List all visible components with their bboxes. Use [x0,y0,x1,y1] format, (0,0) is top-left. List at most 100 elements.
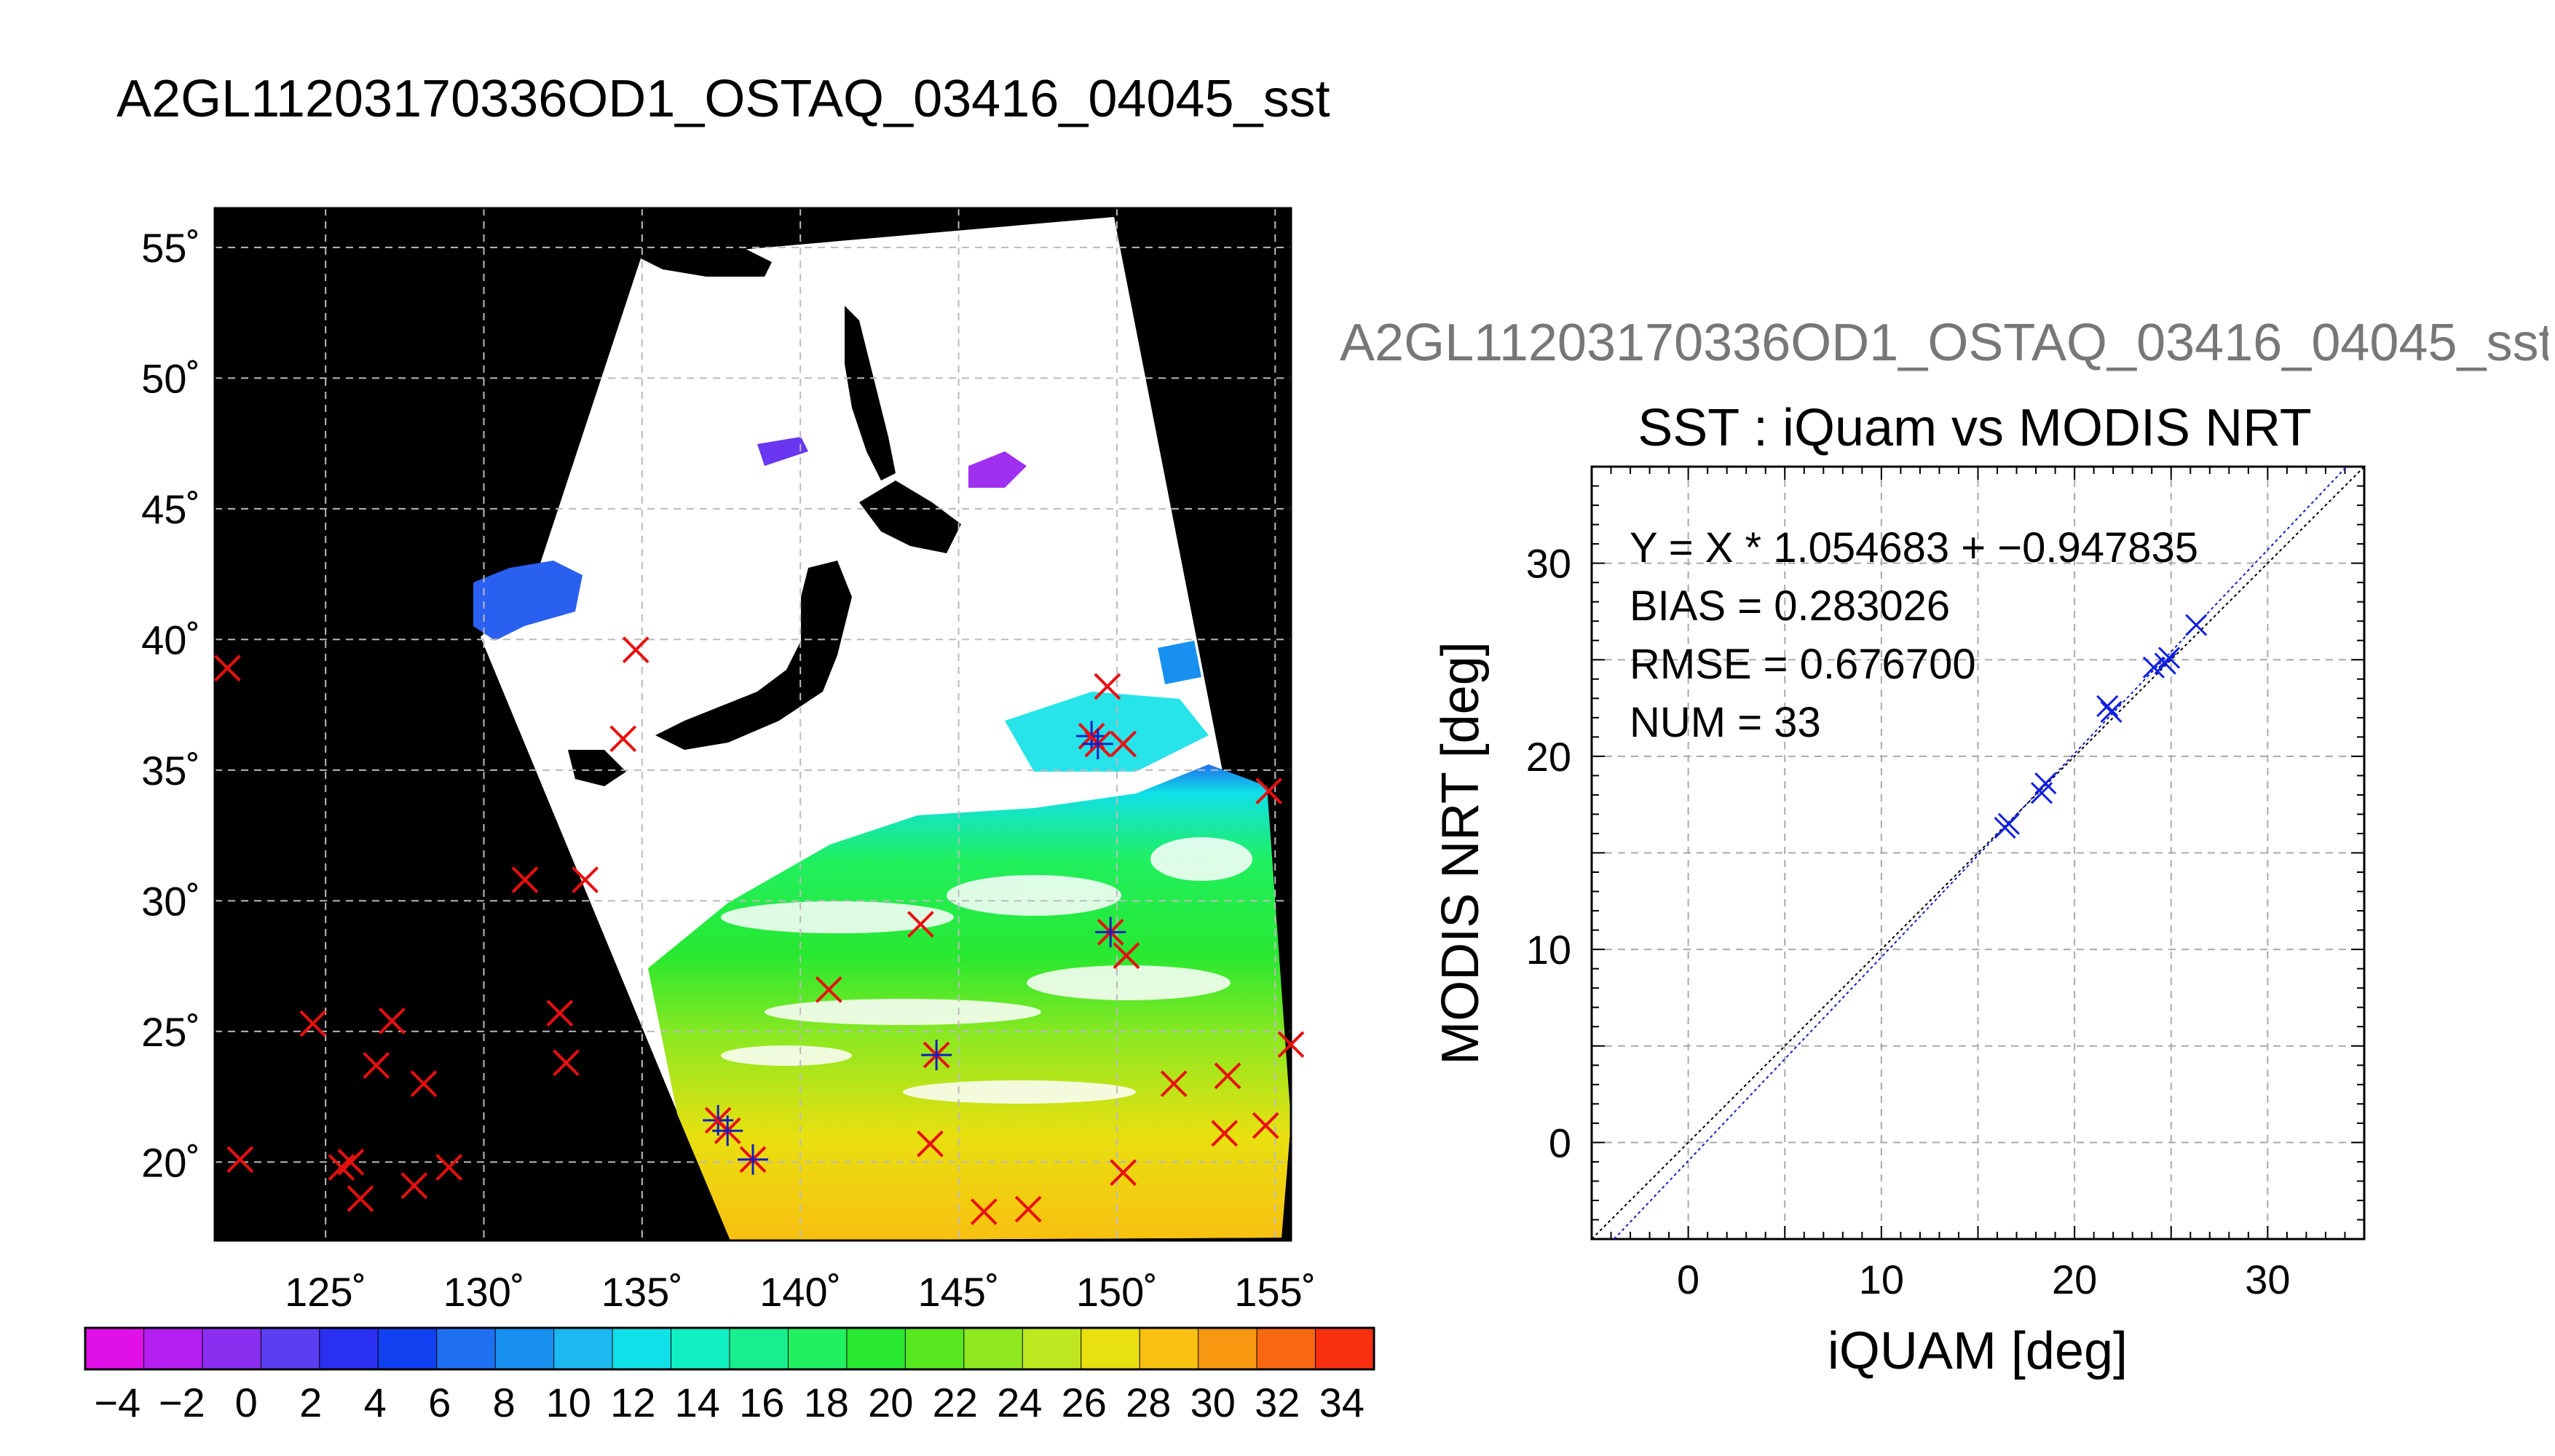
colorbar-cell [553,1327,614,1370]
matchup-marker [546,1000,574,1027]
scatter-stat-line: Y = X * 1.054683 + −0.947835 [1630,524,2198,571]
map-lat-tick: 20˚ [141,1139,200,1185]
map-lat-tick: 55˚ [141,225,200,271]
map-lat-tick: 40˚ [141,617,200,662]
map-lon-tick: 145˚ [918,1269,1000,1315]
colorbar-cell [319,1327,379,1370]
colorbar-cell [84,1327,145,1370]
matchup-marker [299,1010,327,1037]
colorbar-cell [377,1327,438,1370]
matchup-marker [1214,1062,1241,1090]
colorbar-cell [1315,1327,1375,1370]
matchup-marker [1094,673,1121,700]
valid-matchup-marker [1082,728,1113,759]
matchup-marker [1211,1120,1239,1147]
colorbar-tick: 4 [364,1380,387,1425]
scatter-points [1994,614,2208,839]
matchup-marker [1014,1195,1042,1223]
map-lon-tick: 155˚ [1234,1269,1316,1315]
colorbar-tick: 14 [675,1380,720,1425]
colorbar-cell [1198,1327,1258,1370]
colorbar-tick: 34 [1319,1380,1365,1425]
scatter-y-tick: 0 [1549,1120,1571,1166]
colorbar-cell [1081,1327,1141,1370]
scatter-x-tick: 30 [2245,1257,2290,1302]
colorbar: −4 −2 0 2 4 6 8 10 12 14 16 18 20 22 24 26 28 30 32 34 [84,1326,1375,1425]
matchup-marker [1110,730,1137,758]
map-lon-tick: 125˚ [285,1269,366,1315]
colorbar-tick: 10 [546,1380,591,1425]
scatter-plot: SST : iQuam vs MODIS NRT 0 10 20 30 0 10 20 30… [1431,399,2366,1380]
matchup-marker [347,1185,374,1212]
scatter-point [2185,614,2208,636]
map-lon-tick: 130˚ [443,1269,524,1315]
matchup-marker [572,866,599,894]
matchup-marker [553,1049,580,1077]
colorbar-tick: 16 [739,1380,784,1425]
valid-matchup-marker [1095,917,1126,948]
scatter-x-axis-label: iQUAM [deg] [1828,1322,2128,1380]
figure-title: A2GL11203170336OD1_OSTAQ_03416_04045_sst [117,70,1330,128]
colorbar-tick: 32 [1255,1380,1300,1425]
matchup-marker [1113,942,1140,970]
scatter-point [2158,646,2181,669]
colorbar-tick: −4 [94,1380,141,1425]
colorbar-tick: 28 [1126,1380,1171,1425]
colorbar-tick: 22 [933,1380,978,1425]
colorbar-tick: 20 [868,1380,913,1425]
matchup-marker [1252,1112,1279,1139]
matchup-marker [609,725,637,753]
colorbar-cell [1139,1327,1200,1370]
map-lat-tick: 45˚ [141,486,200,532]
scatter-y-axis-label: MODIS NRT [deg] [1431,641,1490,1065]
scatter-point [2096,695,2119,717]
matchup-marker [435,1154,463,1181]
colorbar-cell [260,1327,321,1370]
colorbar-cell [1256,1327,1317,1370]
colorbar-cell [787,1327,848,1370]
colorbar-cell [143,1327,204,1370]
scatter-minor-ticks [1591,466,2365,1240]
colorbar-tick: 0 [235,1380,258,1425]
matchup-marker [1160,1070,1188,1098]
map-lon-tick: 150˚ [1076,1269,1158,1315]
matchup-marker [1110,1159,1137,1187]
matchup-marker [410,1070,438,1098]
cloud-streaks [721,837,1252,1104]
matchup-marker [511,866,539,894]
map-lon-tick-labels: 125˚ 130˚ 135˚ 140˚ 145˚ 150˚ 155˚ [285,1269,1316,1315]
colorbar-cell [612,1327,673,1370]
map-lat-tick: 50˚ [141,355,200,401]
identity-line [1591,466,2365,1240]
colorbar-tick: 18 [804,1380,849,1425]
colorbar-tick: 30 [1190,1380,1236,1425]
scatter-stat-line: NUM = 33 [1630,699,1821,746]
map-lat-tick: 25˚ [141,1009,200,1055]
colorbar-cell [963,1327,1024,1370]
map-matchup-markers [213,636,1305,1225]
colorbar-cell [846,1327,907,1370]
map-lat-tick: 30˚ [141,878,200,924]
colorbar-frame [84,1326,1375,1371]
matchup-marker [622,636,649,664]
colorbar-cell [729,1327,789,1370]
colorbar-cell [202,1327,262,1370]
sst-patch-east [1158,641,1201,684]
colorbar-tick: 26 [1062,1380,1107,1425]
matchup-marker [970,1198,998,1225]
valid-matchup-marker [712,1115,743,1147]
scatter-point [1997,812,2021,835]
sst-patch-north-west [473,561,583,641]
scatter-grid [1592,467,2364,1239]
matchup-marker [907,911,934,938]
matchup-marker [379,1008,406,1034]
scatter-point [2154,652,2176,675]
matchup-marker [400,1172,428,1200]
matchup-marker [337,1148,365,1176]
matchup-marker [1277,1031,1305,1059]
map-lat-tick: 35˚ [141,748,200,794]
matchup-marker [226,1146,254,1174]
colorbar-cell [1022,1327,1083,1370]
colorbar-cell [436,1327,497,1370]
